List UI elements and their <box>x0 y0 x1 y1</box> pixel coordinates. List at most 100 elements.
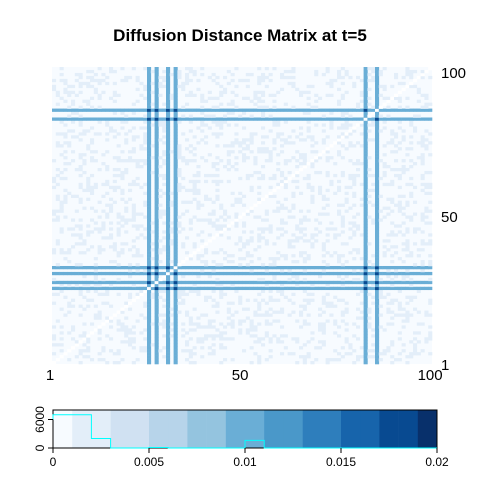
matrix-cell <box>113 174 117 177</box>
matrix-cell <box>101 266 105 269</box>
matrix-cell <box>383 153 387 156</box>
matrix-cell <box>307 314 311 317</box>
matrix-cell <box>181 349 185 352</box>
matrix-cell <box>367 129 371 132</box>
matrix-cell <box>196 126 200 129</box>
matrix-cell <box>367 266 371 269</box>
matrix-cell <box>329 94 333 97</box>
matrix-cell <box>356 76 360 79</box>
matrix-cell <box>299 281 303 284</box>
matrix-cell <box>402 195 406 198</box>
matrix-cell <box>310 109 314 112</box>
matrix-cell <box>386 311 390 314</box>
matrix-cell <box>101 293 105 296</box>
matrix-cell <box>79 76 83 79</box>
matrix-cell <box>60 272 64 275</box>
matrix-cell <box>181 293 185 296</box>
matrix-cell <box>291 106 295 109</box>
matrix-cell <box>128 302 132 305</box>
matrix-cell <box>196 281 200 284</box>
matrix-cell <box>398 147 402 150</box>
matrix-cell <box>371 254 375 257</box>
matrix-cell <box>52 361 56 364</box>
matrix-cell <box>215 109 219 112</box>
matrix-cell <box>98 287 102 290</box>
matrix-cell <box>417 141 421 144</box>
matrix-cell <box>291 239 295 242</box>
matrix-cell <box>86 355 90 358</box>
matrix-cell <box>98 97 102 100</box>
matrix-cell <box>356 123 360 126</box>
matrix-cell <box>402 242 406 245</box>
matrix-cell <box>124 328 128 331</box>
matrix-cell <box>345 73 349 76</box>
matrix-cell <box>174 242 178 245</box>
matrix-cell <box>398 201 402 204</box>
matrix-cell <box>345 352 349 355</box>
matrix-cell <box>390 245 394 248</box>
matrix-cell <box>276 299 280 302</box>
matrix-cell <box>402 349 406 352</box>
matrix-cell <box>345 132 349 135</box>
matrix-cell <box>63 201 67 204</box>
matrix-cell <box>101 349 105 352</box>
matrix-cell <box>390 322 394 325</box>
matrix-cell <box>375 278 379 281</box>
matrix-cell <box>155 165 159 168</box>
matrix-cell <box>136 358 140 361</box>
matrix-cell <box>364 260 368 263</box>
matrix-cell <box>356 266 360 269</box>
matrix-cell <box>132 266 136 269</box>
matrix-cell <box>128 183 132 186</box>
matrix-cell <box>409 147 413 150</box>
matrix-cell <box>200 245 204 248</box>
matrix-cell <box>162 70 166 73</box>
matrix-cell <box>189 117 193 120</box>
matrix-cell <box>383 165 387 168</box>
matrix-cell <box>322 299 326 302</box>
matrix-cell <box>60 171 64 174</box>
matrix-cell <box>128 275 132 278</box>
matrix-cell <box>326 171 330 174</box>
matrix-cell <box>428 331 432 334</box>
matrix-cell <box>155 186 159 189</box>
matrix-cell <box>337 186 341 189</box>
matrix-cell <box>166 245 170 248</box>
matrix-cell <box>120 251 124 254</box>
matrix-cell <box>402 233 406 236</box>
matrix-cell <box>94 314 98 317</box>
matrix-cell <box>158 120 162 123</box>
matrix-cell <box>147 210 151 213</box>
matrix-cell <box>310 186 314 189</box>
matrix-cell <box>193 284 197 287</box>
matrix-cell <box>215 311 219 314</box>
matrix-cell <box>364 177 368 180</box>
matrix-cell <box>367 109 371 112</box>
matrix-cell <box>364 198 368 201</box>
matrix-cell <box>257 117 261 120</box>
matrix-cell <box>257 358 261 361</box>
matrix-cell <box>261 290 265 293</box>
matrix-cell <box>155 331 159 334</box>
matrix-cell <box>174 221 178 224</box>
matrix-cell <box>383 287 387 290</box>
matrix-cell <box>314 94 318 97</box>
matrix-cell <box>341 82 345 85</box>
matrix-cell <box>63 189 67 192</box>
matrix-cell <box>174 112 178 115</box>
matrix-cell <box>303 156 307 159</box>
matrix-cell <box>109 126 113 129</box>
matrix-cell <box>177 272 181 275</box>
matrix-cell <box>413 213 417 216</box>
matrix-cell <box>105 168 109 171</box>
matrix-cell <box>86 281 90 284</box>
matrix-cell <box>52 213 56 216</box>
matrix-cell <box>307 254 311 257</box>
matrix-cell <box>147 156 151 159</box>
matrix-cell <box>193 183 197 186</box>
matrix-cell <box>105 117 109 120</box>
matrix-cell <box>128 269 132 272</box>
matrix-cell <box>360 204 364 207</box>
matrix-cell <box>242 221 246 224</box>
matrix-cell <box>94 227 98 230</box>
